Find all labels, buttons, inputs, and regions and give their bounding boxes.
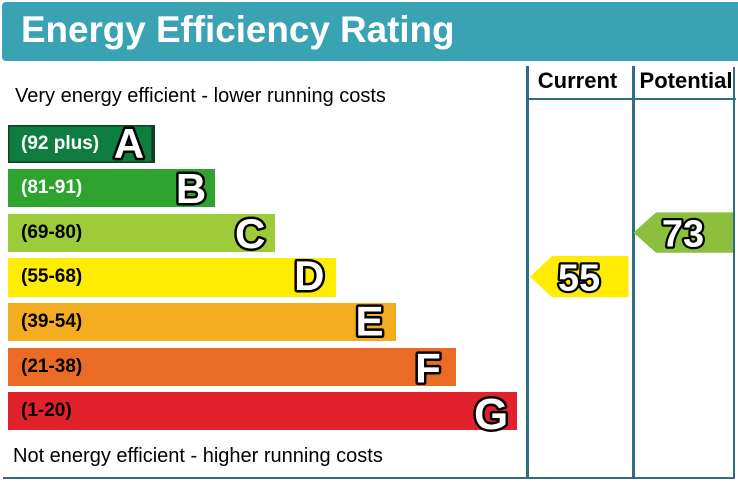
svg-text:B: B (176, 165, 206, 212)
svg-text:C: C (235, 210, 265, 257)
svg-text:D: D (294, 252, 324, 299)
svg-text:F: F (415, 344, 441, 391)
svg-text:G: G (474, 390, 508, 439)
svg-text:A: A (114, 120, 144, 167)
svg-text:E: E (356, 298, 384, 345)
svg-text:73: 73 (662, 214, 704, 256)
svg-text:55: 55 (558, 258, 600, 300)
